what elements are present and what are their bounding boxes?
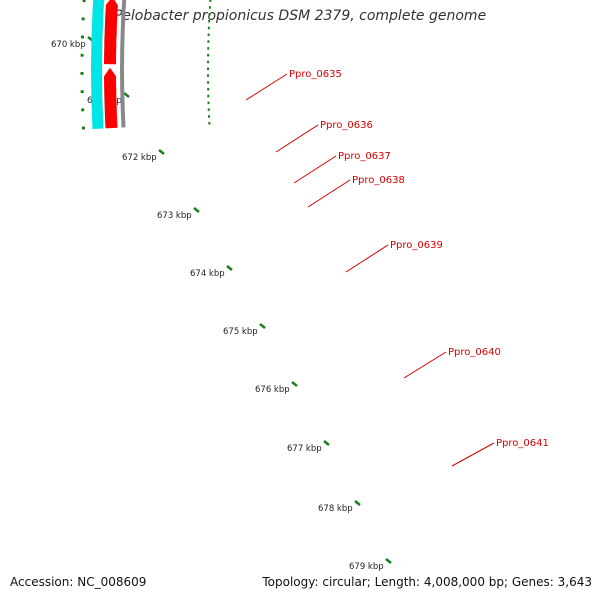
gene-label-line <box>275 124 319 153</box>
tick-dot <box>208 13 211 16</box>
gene-label-line <box>293 155 337 184</box>
kbp-label: 670 kbp <box>51 40 86 50</box>
kbp-label: 679 kbp <box>349 562 384 572</box>
map-title: Pelobacter propionicus DSM 2379, complet… <box>113 8 487 24</box>
gene-label-ppro-0640[interactable]: Ppro_0640 <box>448 347 501 358</box>
major-tick <box>158 149 165 155</box>
tick-dot <box>208 115 211 118</box>
major-tick <box>226 265 233 271</box>
tick-dot <box>207 74 210 77</box>
kbp-label: 675 kbp <box>223 327 258 337</box>
cds-band <box>91 0 105 129</box>
gene-label-line <box>245 73 288 101</box>
tick-dot <box>207 101 210 105</box>
tick-dot <box>208 6 211 9</box>
tick-dot <box>207 60 210 64</box>
tick-dot <box>209 0 212 2</box>
major-tick <box>291 381 298 387</box>
tick-dot <box>207 40 210 43</box>
gene-label-ppro-0636[interactable]: Ppro_0636 <box>320 120 373 131</box>
gene-label-line <box>307 179 351 208</box>
major-tick <box>323 440 330 446</box>
tick-marks <box>87 0 392 564</box>
tick-dot <box>207 87 210 91</box>
backbone-track <box>119 0 127 128</box>
gene-arrow <box>104 67 118 129</box>
gene-label-ppro-0637[interactable]: Ppro_0637 <box>338 151 391 162</box>
tick-dot <box>207 33 210 36</box>
gene-label-ppro-0638[interactable]: Ppro_0638 <box>352 175 405 186</box>
tick-dot <box>208 122 211 125</box>
cds-track <box>91 0 105 129</box>
accession-text: Accession: NC_008609 <box>10 575 147 589</box>
gene-label-line <box>345 244 389 273</box>
tick-dot <box>207 67 210 71</box>
gene-labels: Ppro_0635 Ppro_0636 Ppro_0637 Ppro_0638 … <box>245 69 549 467</box>
summary-text: Topology: circular; Length: 4,008,000 bp… <box>262 575 592 589</box>
gene-arrow <box>104 0 118 65</box>
tick-dot <box>207 81 210 84</box>
gene-label-line <box>403 351 447 379</box>
tick-dot <box>207 108 210 111</box>
gene-label-line <box>451 442 495 467</box>
kbp-label: 672 kbp <box>122 153 157 163</box>
major-tick <box>259 323 266 329</box>
tick-dot <box>207 53 210 57</box>
kbp-label: 677 kbp <box>287 444 322 454</box>
tick-dot <box>208 19 211 23</box>
kbp-label: 678 kbp <box>318 504 353 514</box>
tick-dot <box>207 26 210 30</box>
tick-dot <box>207 94 210 98</box>
major-tick <box>123 92 130 98</box>
gene-label-ppro-0641[interactable]: Ppro_0641 <box>496 438 549 449</box>
kbp-label: 673 kbp <box>157 211 192 221</box>
major-tick <box>354 500 361 506</box>
forward-gene-track <box>104 0 118 129</box>
major-tick <box>385 558 392 564</box>
gene-label-ppro-0635[interactable]: Ppro_0635 <box>289 69 342 80</box>
tick-track: 670 kbp 671 kbp 672 kbp 673 kbp 674 kbp … <box>51 0 392 572</box>
kbp-label: 676 kbp <box>255 385 290 395</box>
major-tick <box>193 207 200 213</box>
backbone-line <box>119 0 127 128</box>
kbp-labels: 670 kbp 671 kbp 672 kbp 673 kbp 674 kbp … <box>51 40 384 572</box>
kbp-label: 671 kbp <box>87 96 122 106</box>
gene-label-ppro-0639[interactable]: Ppro_0639 <box>390 240 443 251</box>
tick-dot <box>207 47 210 50</box>
kbp-label: 674 kbp <box>190 269 225 279</box>
outer-tick-track <box>80 0 86 130</box>
